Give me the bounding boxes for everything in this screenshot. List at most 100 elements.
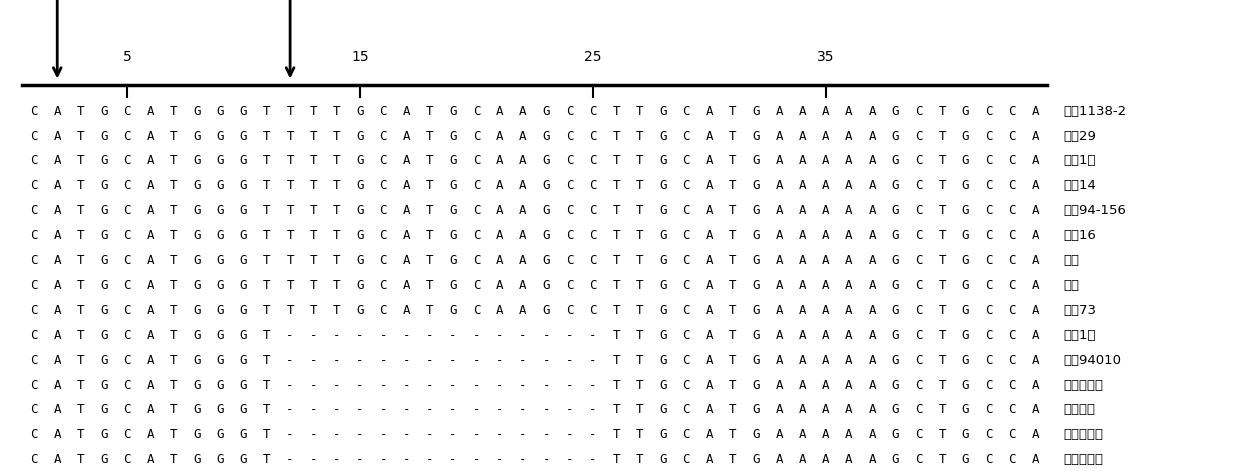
Text: C: C xyxy=(916,179,923,193)
Text: C: C xyxy=(124,453,131,466)
Text: C: C xyxy=(985,179,992,193)
Text: T: T xyxy=(333,279,341,292)
Text: A: A xyxy=(705,378,712,392)
Text: G: G xyxy=(193,105,201,118)
Text: A: A xyxy=(519,254,527,267)
Text: G: G xyxy=(357,130,364,142)
Text: A: A xyxy=(821,403,829,416)
Text: C: C xyxy=(683,429,690,441)
Text: T: T xyxy=(286,179,294,193)
Text: -: - xyxy=(286,354,294,367)
Text: C: C xyxy=(683,403,690,416)
Text: A: A xyxy=(845,329,852,342)
Text: A: A xyxy=(496,254,503,267)
Text: T: T xyxy=(938,279,945,292)
Text: G: G xyxy=(892,105,900,118)
Text: A: A xyxy=(821,354,829,367)
Text: C: C xyxy=(589,130,597,142)
Text: T: T xyxy=(729,279,736,292)
Text: G: G xyxy=(100,304,108,317)
Text: A: A xyxy=(705,453,712,466)
Text: C: C xyxy=(124,204,131,217)
Text: A: A xyxy=(799,378,807,392)
Text: T: T xyxy=(729,329,736,342)
Text: A: A xyxy=(53,378,61,392)
Text: T: T xyxy=(636,304,643,317)
Text: C: C xyxy=(1009,403,1016,416)
Text: G: G xyxy=(193,229,201,242)
Text: C: C xyxy=(472,155,481,167)
Text: T: T xyxy=(286,254,294,267)
Text: T: T xyxy=(263,105,270,118)
Text: T: T xyxy=(286,304,294,317)
Text: T: T xyxy=(263,304,270,317)
Text: T: T xyxy=(938,179,945,193)
Text: C: C xyxy=(30,378,37,392)
Text: A: A xyxy=(53,130,61,142)
Text: T: T xyxy=(77,155,84,167)
Text: G: G xyxy=(892,229,900,242)
Text: G: G xyxy=(450,279,457,292)
Text: A: A xyxy=(496,229,503,242)
Text: 南农94-156: 南农94-156 xyxy=(1063,204,1126,217)
Text: C: C xyxy=(683,105,690,118)
Text: A: A xyxy=(799,453,807,466)
Text: A: A xyxy=(1032,279,1040,292)
Text: A: A xyxy=(845,229,852,242)
Text: T: T xyxy=(938,254,945,267)
Text: -: - xyxy=(403,378,410,392)
Text: T: T xyxy=(636,105,643,118)
Text: A: A xyxy=(53,254,61,267)
Text: G: G xyxy=(357,304,364,317)
Text: A: A xyxy=(799,403,807,416)
Text: T: T xyxy=(333,204,341,217)
Text: T: T xyxy=(636,329,643,342)
Text: A: A xyxy=(403,179,410,193)
Text: G: G xyxy=(892,378,900,392)
Text: 监利牛毛黄: 监利牛毛黄 xyxy=(1063,378,1103,392)
Text: G: G xyxy=(193,179,201,193)
Text: T: T xyxy=(170,105,177,118)
Text: C: C xyxy=(124,429,131,441)
Text: A: A xyxy=(799,279,807,292)
Text: -: - xyxy=(543,429,550,441)
Text: G: G xyxy=(752,403,760,416)
Text: C: C xyxy=(916,204,923,217)
Text: T: T xyxy=(310,105,317,118)
Text: C: C xyxy=(916,453,923,466)
Text: A: A xyxy=(403,155,410,167)
Text: T: T xyxy=(170,179,177,193)
Text: -: - xyxy=(543,403,550,416)
Text: C: C xyxy=(1009,179,1016,193)
Text: G: G xyxy=(752,130,760,142)
Text: T: T xyxy=(333,155,341,167)
Text: A: A xyxy=(845,130,852,142)
Text: -: - xyxy=(333,378,341,392)
Text: G: G xyxy=(961,378,969,392)
Text: -: - xyxy=(496,453,503,466)
Text: 周豆94010: 周豆94010 xyxy=(1063,354,1121,367)
Text: -: - xyxy=(286,429,294,441)
Text: C: C xyxy=(683,130,690,142)
Text: C: C xyxy=(30,329,37,342)
Text: A: A xyxy=(53,453,61,466)
Text: G: G xyxy=(217,304,224,317)
Text: A: A xyxy=(519,155,527,167)
Text: G: G xyxy=(240,354,248,367)
Text: A: A xyxy=(519,105,527,118)
Text: A: A xyxy=(845,403,852,416)
Text: -: - xyxy=(310,329,317,342)
Text: A: A xyxy=(821,229,829,242)
Text: T: T xyxy=(263,130,270,142)
Text: -: - xyxy=(357,403,364,416)
Text: A: A xyxy=(869,204,876,217)
Text: -: - xyxy=(566,453,574,466)
Text: T: T xyxy=(426,105,434,118)
Text: A: A xyxy=(705,254,712,267)
Text: G: G xyxy=(659,105,667,118)
Text: C: C xyxy=(472,304,481,317)
Text: G: G xyxy=(193,429,201,441)
Text: -: - xyxy=(403,403,410,416)
Text: -: - xyxy=(589,403,597,416)
Text: -: - xyxy=(472,354,481,367)
